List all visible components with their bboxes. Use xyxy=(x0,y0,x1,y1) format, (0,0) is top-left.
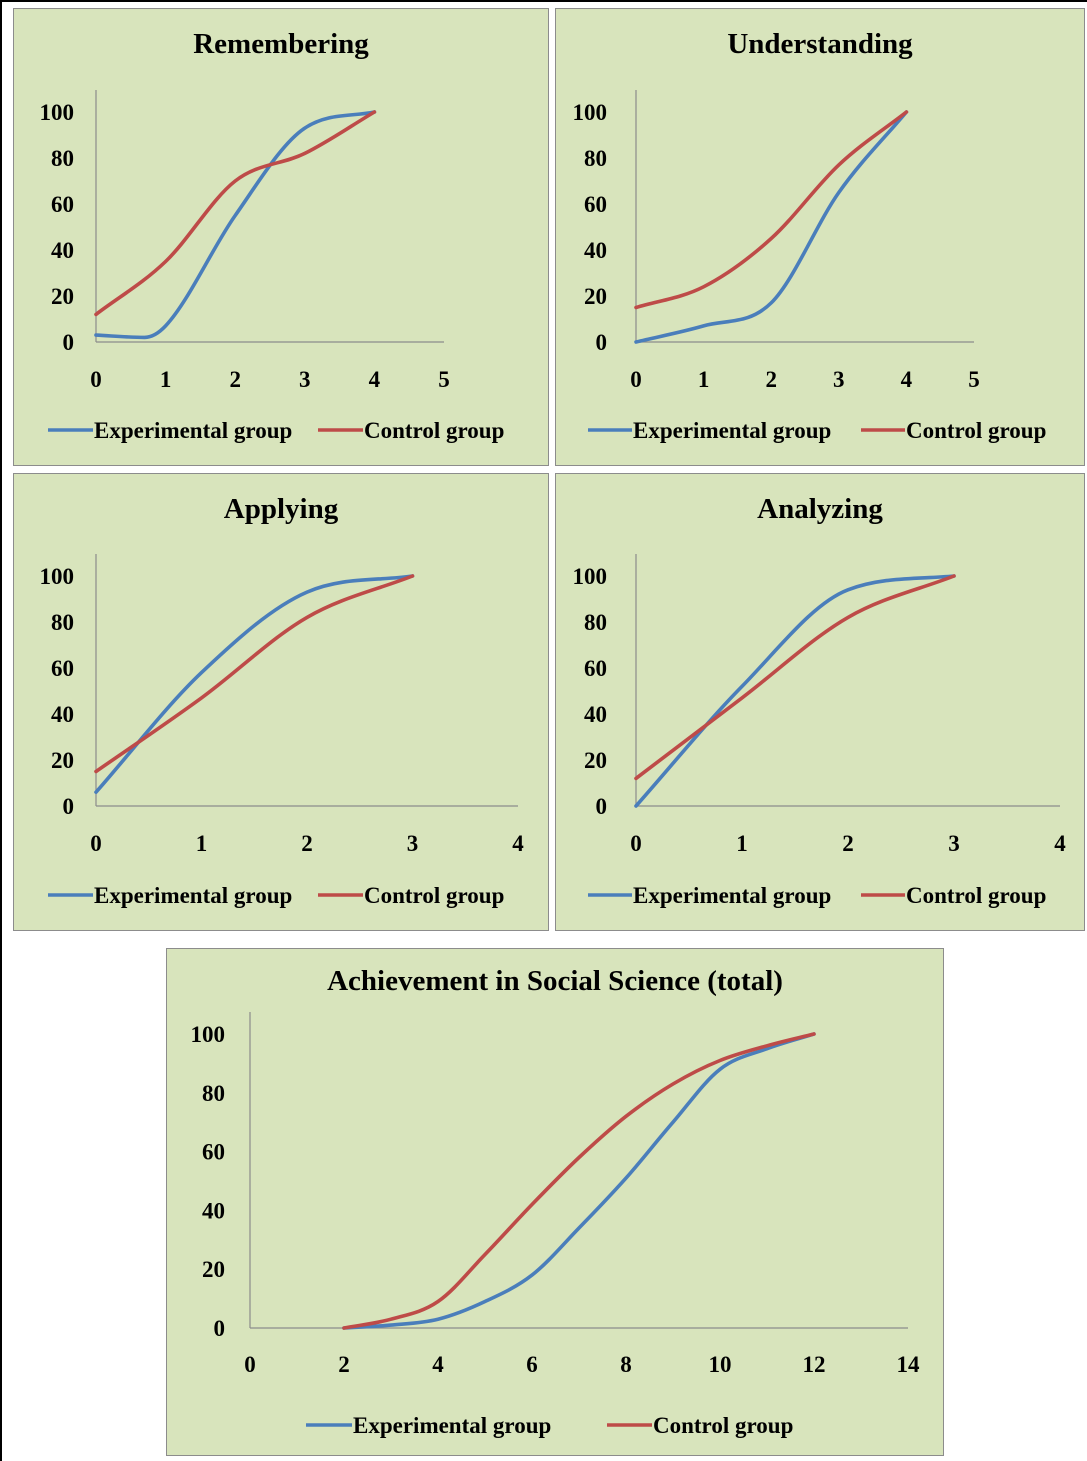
legend-label-experimental: Experimental group xyxy=(633,883,831,908)
y-tick-label: 20 xyxy=(51,748,74,773)
legend-label-control: Control group xyxy=(653,1413,793,1438)
chart-analyzing: Analyzing 0 20 40 60 80 100 0 1 2 3 4 Experimental g… xyxy=(573,493,1067,908)
x-tick-label: 14 xyxy=(897,1352,921,1377)
x-tick-label: 2 xyxy=(842,831,854,856)
chart-applying: Applying 0 20 40 60 80 100 0 1 2 3 4 Experimental gr… xyxy=(40,493,525,908)
series-line-experimental xyxy=(634,110,909,344)
y-tick-label: 60 xyxy=(202,1140,225,1165)
x-tick-label: 3 xyxy=(948,831,960,856)
y-tick-label: 20 xyxy=(51,284,74,309)
y-tick-label: 100 xyxy=(191,1022,226,1047)
x-tick-label: 3 xyxy=(407,831,419,856)
y-tick-label: 100 xyxy=(573,100,608,125)
chart-title: Analyzing xyxy=(757,493,883,525)
y-tick-label: 40 xyxy=(51,702,74,727)
x-tick-label: 0 xyxy=(630,831,642,856)
x-tick-label: 2 xyxy=(765,367,777,392)
legend-label-control: Control group xyxy=(906,418,1046,443)
x-tick-label: 8 xyxy=(620,1352,632,1377)
x-tick-label: 6 xyxy=(526,1352,538,1377)
legend-label-experimental: Experimental group xyxy=(94,883,292,908)
x-tick-label: 4 xyxy=(1054,831,1066,856)
series-line-experimental xyxy=(94,574,415,794)
legend-label-experimental: Experimental group xyxy=(353,1413,551,1438)
y-tick-label: 80 xyxy=(51,610,74,635)
y-tick-label: 0 xyxy=(214,1316,226,1341)
chart-panel-analyzing: Analyzing 0 20 40 60 80 100 0 1 2 3 4 Experimental g… xyxy=(555,473,1085,931)
x-tick-label: 10 xyxy=(709,1352,732,1377)
x-tick-label: 3 xyxy=(299,367,311,392)
y-tick-label: 60 xyxy=(51,192,74,217)
x-tick-label: 1 xyxy=(698,367,710,392)
x-tick-label: 0 xyxy=(90,367,102,392)
y-tick-label: 0 xyxy=(596,330,608,355)
y-tick-label: 100 xyxy=(573,564,608,589)
x-tick-label: 12 xyxy=(803,1352,826,1377)
x-tick-label: 1 xyxy=(736,831,748,856)
chart-panel-applying: Applying 0 20 40 60 80 100 0 1 2 3 4 Experimental gr… xyxy=(13,473,549,931)
y-tick-label: 100 xyxy=(40,564,75,589)
x-tick-label: 2 xyxy=(229,367,241,392)
x-tick-label: 4 xyxy=(901,367,913,392)
y-tick-label: 0 xyxy=(63,794,75,819)
x-tick-label: 2 xyxy=(301,831,313,856)
y-tick-label: 80 xyxy=(202,1081,225,1106)
chart-remembering: Remembering 0 20 40 60 80 100 0 1 2 3 4 5 Experimenta… xyxy=(40,28,505,443)
legend-label-control: Control group xyxy=(364,883,504,908)
chart-panel-total: Achievement in Social Science (total) 0 20… xyxy=(166,948,944,1456)
chart-title: Applying xyxy=(224,493,339,525)
x-tick-label: 5 xyxy=(438,367,450,392)
series-line-control xyxy=(634,110,909,310)
series-line-control xyxy=(634,574,956,781)
y-tick-label: 40 xyxy=(584,702,607,727)
y-tick-label: 80 xyxy=(584,610,607,635)
y-tick-label: 80 xyxy=(51,146,74,171)
series-line-experimental xyxy=(342,1032,816,1330)
y-tick-label: 80 xyxy=(584,146,607,171)
chart-panel-understanding: Understanding 0 20 40 60 80 100 0 1 2 3 4 5 Experimen… xyxy=(555,8,1085,466)
x-tick-label: 1 xyxy=(196,831,208,856)
x-tick-label: 2 xyxy=(338,1352,350,1377)
series-line-experimental xyxy=(634,574,956,808)
chart-panel-remembering: Remembering 0 20 40 60 80 100 0 1 2 3 4 5 Experimenta… xyxy=(13,8,549,466)
y-tick-label: 40 xyxy=(202,1198,225,1223)
x-tick-label: 0 xyxy=(630,367,642,392)
x-tick-label: 0 xyxy=(244,1352,256,1377)
y-tick-label: 60 xyxy=(51,656,74,681)
chart-total: Achievement in Social Science (total)020… xyxy=(191,965,921,1438)
series-line-control xyxy=(342,1032,816,1330)
chart-title: Understanding xyxy=(727,28,913,60)
series-line-control xyxy=(94,574,415,774)
x-tick-label: 4 xyxy=(369,367,381,392)
legend-label-control: Control group xyxy=(906,883,1046,908)
y-tick-label: 0 xyxy=(596,794,608,819)
y-tick-label: 20 xyxy=(202,1257,225,1282)
y-tick-label: 60 xyxy=(584,656,607,681)
chart-title: Remembering xyxy=(193,28,369,60)
x-tick-label: 0 xyxy=(90,831,102,856)
y-tick-label: 0 xyxy=(63,330,75,355)
y-tick-label: 40 xyxy=(51,238,74,263)
series-line-control xyxy=(94,110,377,317)
x-tick-label: 4 xyxy=(512,831,524,856)
legend-label-control: Control group xyxy=(364,418,504,443)
y-tick-label: 100 xyxy=(40,100,75,125)
y-tick-label: 40 xyxy=(584,238,607,263)
chart-title: Achievement in Social Science (total) xyxy=(327,965,783,997)
series-line-experimental xyxy=(94,110,377,340)
y-tick-label: 20 xyxy=(584,284,607,309)
legend-label-experimental: Experimental group xyxy=(94,418,292,443)
x-tick-label: 3 xyxy=(833,367,845,392)
y-tick-label: 60 xyxy=(584,192,607,217)
x-tick-label: 5 xyxy=(968,367,980,392)
y-tick-label: 20 xyxy=(584,748,607,773)
x-tick-label: 1 xyxy=(160,367,172,392)
chart-understanding: Understanding 0 20 40 60 80 100 0 1 2 3 4 5 Experimen… xyxy=(573,28,1047,443)
legend-label-experimental: Experimental group xyxy=(633,418,831,443)
x-tick-label: 4 xyxy=(432,1352,444,1377)
